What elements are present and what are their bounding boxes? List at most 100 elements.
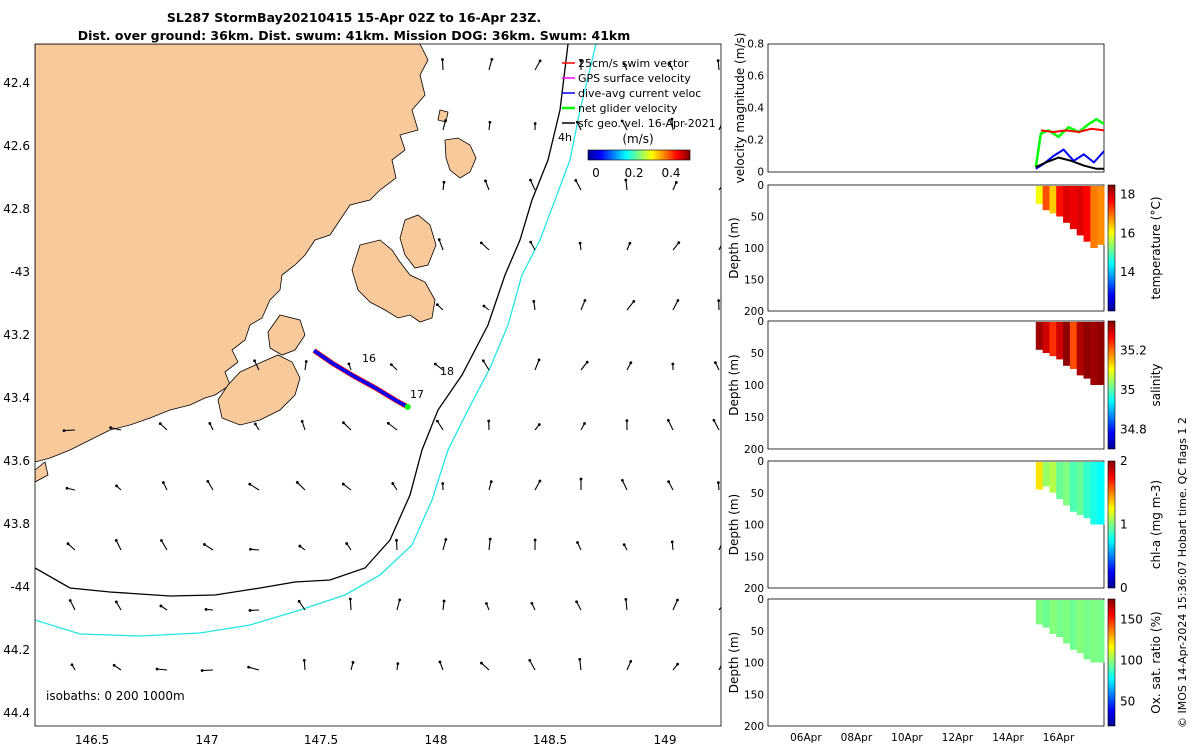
- profile-column: [1069, 322, 1078, 369]
- velocity-arrow: [621, 480, 628, 491]
- velocity-arrow-head: [538, 479, 542, 483]
- velocity-arrow: [626, 301, 635, 311]
- velocity-arrow: [248, 666, 260, 671]
- velocity-arrow: [442, 600, 445, 611]
- velocity-arrow: [580, 361, 588, 371]
- velocity-arrow: [436, 420, 444, 431]
- profile-column: [1083, 322, 1091, 379]
- velocity-arrow-head: [348, 597, 352, 601]
- depth-colorbar: [1107, 320, 1116, 450]
- velocity-arrow: [534, 480, 541, 491]
- velocity-panel-frame: [767, 43, 1105, 173]
- forestier-peninsula: [351, 239, 436, 323]
- velocity-arrow-head: [724, 601, 727, 604]
- small-island: [437, 109, 449, 123]
- velocity-arrow-head: [65, 486, 69, 490]
- velocity-arrow-head: [485, 602, 488, 605]
- profile-column: [1076, 600, 1085, 653]
- velocity-arrow: [160, 540, 168, 551]
- depth-y-tick: 50: [751, 348, 764, 360]
- profile-column: [1035, 322, 1044, 350]
- colorbar-tick: 16: [1120, 226, 1135, 240]
- map-y-axis: 42.4 42.6 42.8 -43 43.2 43.4 43.6 43.8 -…: [3, 76, 30, 720]
- velocity-arrow: [625, 180, 628, 191]
- velocity-arrow-head: [628, 241, 632, 245]
- map-y-tick: 42.8: [3, 202, 30, 216]
- depth-y-tick: 150: [744, 275, 764, 287]
- profile-column: [1076, 462, 1085, 515]
- velocity-arrow-head: [666, 419, 670, 422]
- velocity-arrow: [533, 301, 536, 311]
- colorbar-label: salinity: [1149, 363, 1163, 406]
- velocity-arrow-head: [441, 58, 444, 61]
- velocity-arrow-head: [583, 299, 587, 302]
- velocity-arrow: [343, 483, 352, 491]
- velocity-arrow-head: [389, 363, 393, 366]
- velocity-arrow-head: [674, 181, 678, 184]
- velocity-arrow-head: [304, 360, 308, 363]
- credit-text: © IMOS 14-Apr-2024 15:36:07 Hobart time.…: [1176, 417, 1189, 728]
- velocity-arrow: [250, 548, 260, 551]
- velocity-arrow: [672, 300, 679, 311]
- velocity-arrow-head: [438, 660, 442, 664]
- profile-column: [1083, 600, 1091, 660]
- depth-y-tick: 150: [744, 412, 764, 424]
- velocity-arrow-head: [575, 600, 578, 604]
- depth-y-label: Depth (m): [727, 217, 741, 278]
- velocity-arrow-head: [204, 607, 208, 611]
- velocity-arrow: [204, 543, 214, 551]
- velocity-arrow-head: [671, 362, 675, 366]
- velocity-arrow-head: [298, 544, 302, 548]
- velocity-arrow: [438, 239, 444, 251]
- colorbar-tick: 34.8: [1120, 422, 1147, 436]
- velocity-arrow-head: [629, 659, 633, 663]
- colorbar-tick: 0.2: [624, 166, 643, 180]
- velocity-arrow-head: [529, 178, 532, 182]
- profile-column: [1063, 186, 1071, 223]
- colorbar-label: temperature (°C): [1149, 197, 1163, 300]
- velocity-arrow: [667, 420, 674, 431]
- scale-label-4h: 4h: [558, 131, 572, 144]
- surface-velocity-arrows: [62, 57, 727, 672]
- velocity-arrow-head: [533, 122, 537, 125]
- map-y-tick: -43: [10, 265, 30, 279]
- colorbar-tick: 35.2: [1120, 344, 1147, 358]
- depth-panel-3: 0 50 100 150 200 Depth (m) 0 1 2 chl-a (mg m-3): [727, 454, 1163, 595]
- map-x-tick: 149: [654, 733, 677, 747]
- velocity-arrow: [625, 599, 628, 611]
- velocity-arrow-head: [114, 539, 118, 542]
- colorbar-tick: 50: [1120, 694, 1135, 708]
- profile-column: [1035, 600, 1044, 625]
- velocity-arrow: [442, 539, 447, 551]
- velocity-arrow-head: [247, 665, 250, 669]
- velocity-arrow: [303, 660, 306, 671]
- velocity-arrow-head: [670, 540, 674, 544]
- velocity-arrow-head: [716, 481, 720, 485]
- profile-column: [1042, 600, 1050, 628]
- velocity-arrow: [481, 662, 490, 671]
- velocity-arrow-head: [248, 609, 252, 612]
- velocity-arrow-head: [341, 482, 345, 486]
- profile-column: [1056, 322, 1064, 360]
- profile-column: [1097, 462, 1105, 525]
- velocity-arrow-head: [436, 419, 439, 423]
- velocity-arrow: [207, 481, 214, 491]
- velocity-arrow-head: [442, 599, 446, 603]
- velocity-arrow: [69, 600, 76, 611]
- velocity-arrow-head: [159, 604, 163, 608]
- depth-y-tick: 100: [744, 243, 764, 255]
- colorbar-tick: 18: [1120, 188, 1135, 202]
- velocity-arrow: [296, 482, 306, 491]
- time-x-tick: 12Apr: [942, 732, 974, 744]
- velocity-arrow-head: [537, 358, 541, 362]
- time-x-tick: 08Apr: [841, 732, 873, 744]
- velocity-arrow: [713, 420, 720, 431]
- velocity-arrow-head: [345, 542, 349, 545]
- map-x-tick: 148: [425, 733, 448, 747]
- peninsula-tip: [35, 461, 49, 483]
- velocity-arrow-head: [716, 59, 720, 63]
- day-label-16: 16: [362, 352, 376, 365]
- map-x-tick: 148.5: [533, 733, 567, 747]
- velocity-arrow-head: [300, 420, 304, 423]
